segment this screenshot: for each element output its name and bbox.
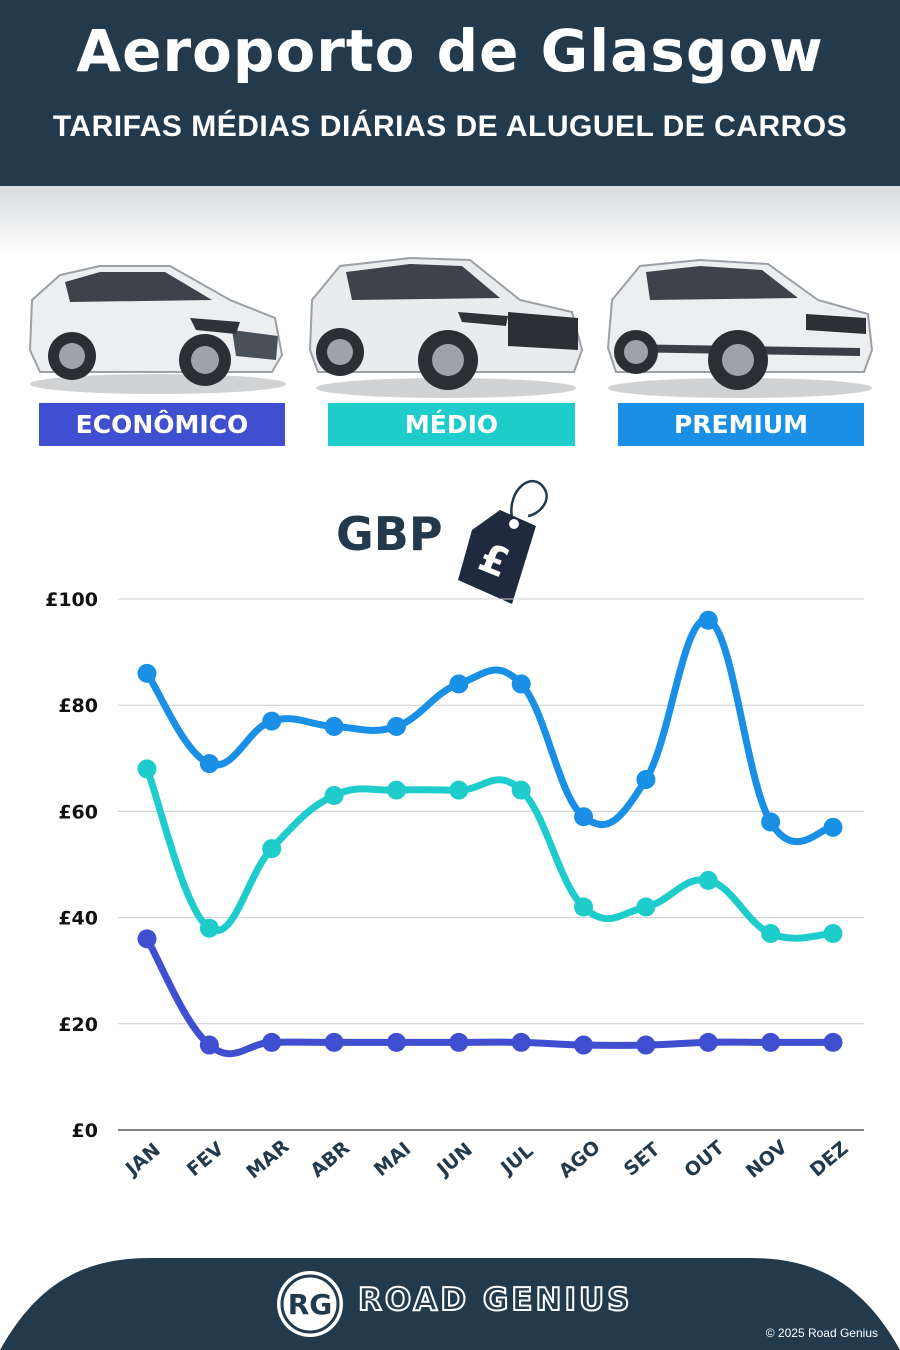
data-point xyxy=(511,1032,531,1052)
series-line xyxy=(143,935,837,1058)
data-point xyxy=(636,897,656,917)
y-tick-label: £80 xyxy=(58,695,98,717)
midsize-car-image xyxy=(308,256,584,398)
data-point xyxy=(199,754,219,774)
data-point xyxy=(324,785,344,805)
data-point xyxy=(511,780,531,800)
data-point xyxy=(262,839,282,859)
x-tick-label: NOV xyxy=(742,1136,792,1183)
y-axis-ticks: £0 £20 £40 £60 £80 £100 xyxy=(45,589,98,1142)
data-point xyxy=(761,1032,781,1052)
x-tick-label: JUL xyxy=(495,1140,537,1180)
x-tick-label: FEV xyxy=(183,1138,229,1181)
data-point xyxy=(449,1032,469,1052)
x-axis-ticks: JAN FEV MAR ABR MAI JUN JUL AGO SET OUT NOV DEZ xyxy=(120,1135,852,1183)
x-tick-label: AGO xyxy=(555,1136,605,1183)
series-line xyxy=(143,616,837,846)
data-point xyxy=(698,1032,718,1052)
road-genius-logo: RG xyxy=(277,1271,343,1337)
price-tag-icon: £ xyxy=(458,480,548,604)
data-point xyxy=(137,663,157,683)
data-point xyxy=(574,807,594,827)
x-tick-label: MAI xyxy=(370,1138,415,1181)
data-point xyxy=(386,780,406,800)
data-point xyxy=(698,610,718,630)
series-lines xyxy=(137,610,843,1058)
data-point xyxy=(511,674,531,694)
y-tick-label: £100 xyxy=(45,589,98,611)
data-point xyxy=(324,1032,344,1052)
data-point xyxy=(199,1035,219,1055)
data-point xyxy=(262,1032,282,1052)
x-tick-label: MAR xyxy=(242,1135,293,1183)
car-images xyxy=(28,256,874,398)
y-tick-label: £60 xyxy=(58,801,98,823)
data-point xyxy=(324,716,344,736)
y-tick-label: £40 xyxy=(58,908,98,930)
economy-car-image xyxy=(28,265,286,394)
data-point xyxy=(823,924,843,944)
data-point xyxy=(823,1032,843,1052)
copyright-text: © 2025 Road Genius xyxy=(765,1326,878,1340)
category-label-premium: PREMIUM xyxy=(618,403,864,446)
page-title: Aeroporto de Glasgow xyxy=(76,17,824,85)
data-point xyxy=(636,770,656,790)
category-label-economy: ECONÔMICO xyxy=(39,403,285,446)
x-tick-label: ABR xyxy=(306,1137,354,1182)
data-point xyxy=(761,812,781,832)
data-point xyxy=(761,924,781,944)
data-point xyxy=(137,929,157,949)
data-point xyxy=(199,918,219,938)
x-tick-label: JAN xyxy=(120,1139,165,1181)
data-point xyxy=(574,897,594,917)
footer-bar xyxy=(0,1258,900,1350)
data-point xyxy=(823,817,843,837)
x-tick-label: SET xyxy=(620,1138,665,1180)
data-point xyxy=(574,1035,594,1055)
brand-name: ROAD GENIUS xyxy=(357,1282,633,1318)
premium-car-image xyxy=(606,258,874,398)
y-tick-label: £20 xyxy=(58,1014,98,1036)
data-point xyxy=(386,716,406,736)
logo-text: RG xyxy=(288,1288,333,1321)
series-line xyxy=(143,765,837,942)
x-tick-label: DEZ xyxy=(806,1137,853,1181)
currency-label: GBP xyxy=(336,507,443,561)
data-point xyxy=(386,1032,406,1052)
data-point xyxy=(449,674,469,694)
x-tick-label: JUN xyxy=(432,1139,477,1182)
data-point xyxy=(449,780,469,800)
header-banner: Aeroporto de Glasgow TARIFAS MÉDIAS DIÁR… xyxy=(0,0,900,186)
page-subtitle: TARIFAS MÉDIAS DIÁRIAS DE ALUGUEL DE CAR… xyxy=(52,110,848,143)
header-shadow xyxy=(0,186,900,256)
x-tick-label: OUT xyxy=(680,1137,728,1183)
data-point xyxy=(262,711,282,731)
data-point xyxy=(137,759,157,779)
data-point xyxy=(698,870,718,890)
category-label-midsize: MÉDIO xyxy=(328,403,575,446)
line-chart: £0 £20 £40 £60 £80 £100 JAN FEV MAR ABR MAI JUN JUL… xyxy=(45,589,864,1183)
y-tick-label: £0 xyxy=(72,1120,98,1142)
data-point xyxy=(636,1035,656,1055)
